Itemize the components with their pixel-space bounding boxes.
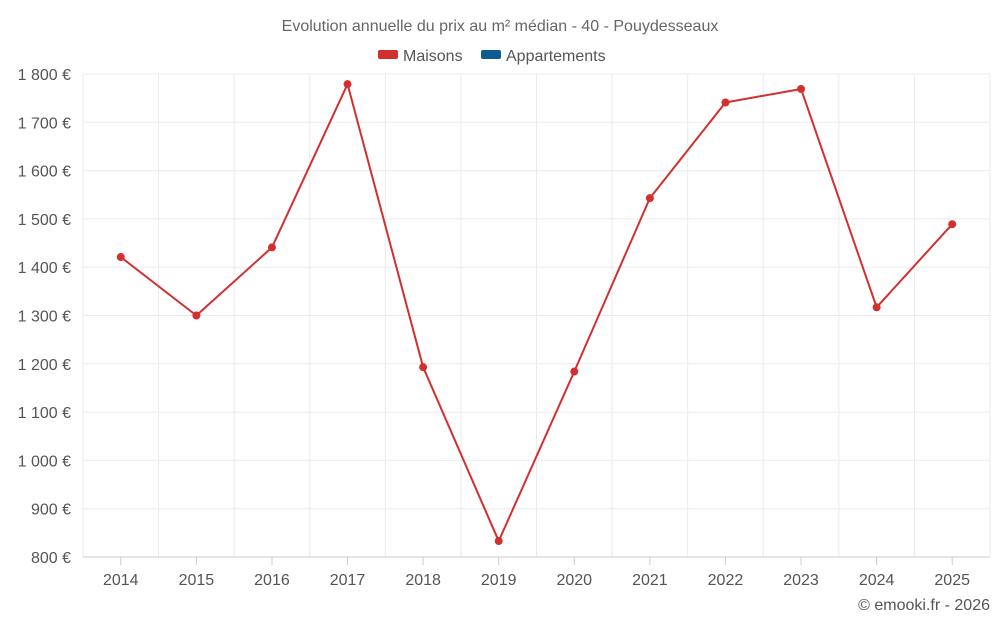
y-tick-label: 1 500 € <box>18 212 71 229</box>
data-point[interactable] <box>797 84 806 93</box>
y-tick-label: 1 300 € <box>18 309 71 326</box>
x-tick-label: 2014 <box>103 572 139 589</box>
y-tick-label: 1 100 € <box>18 405 71 422</box>
y-tick-label: 1 400 € <box>18 260 71 277</box>
series-maisons <box>116 80 957 546</box>
data-point[interactable] <box>570 367 579 376</box>
y-tick-label: 900 € <box>31 502 71 519</box>
x-tick-label: 2023 <box>783 572 819 589</box>
data-point[interactable] <box>721 98 730 107</box>
series-line <box>120 83 953 543</box>
y-tick-label: 1 800 € <box>18 67 71 84</box>
x-tick-label: 2016 <box>254 572 290 589</box>
legend-label-maisons: Maisons <box>403 48 463 65</box>
x-tick-label: 2017 <box>330 572 366 589</box>
y-tick-label: 1 000 € <box>18 453 71 470</box>
data-point[interactable] <box>494 537 503 546</box>
x-tick-label: 2020 <box>556 572 592 589</box>
legend-swatch-maisons <box>378 50 398 59</box>
legend-label-appartements: Appartements <box>506 48 606 65</box>
data-point[interactable] <box>116 253 125 262</box>
data-point[interactable] <box>948 220 957 229</box>
data-point[interactable] <box>419 363 428 372</box>
x-tick-label: 2015 <box>179 572 215 589</box>
legend-swatch-appartements <box>481 50 501 59</box>
chart-title: Evolution annuelle du prix au m² médian … <box>282 18 719 35</box>
y-tick-label: 1 700 € <box>18 115 71 132</box>
y-gridlines <box>83 73 990 510</box>
x-axis-ticks: 2014 2015 2016 2017 2018 2019 2020 2021 2022 2023… <box>103 557 970 589</box>
legend: Maisons Appartements <box>378 48 606 65</box>
x-tick-label: 2025 <box>934 572 970 589</box>
data-point[interactable] <box>343 80 352 89</box>
data-point[interactable] <box>192 311 201 320</box>
y-axis-ticks: 800 € 900 € 1 000 € 1 100 € 1 200 € 1 300 € 1 … <box>18 67 71 567</box>
x-tick-label: 2018 <box>405 572 441 589</box>
legend-item-maisons[interactable]: Maisons <box>378 48 463 65</box>
legend-item-appartements[interactable]: Appartements <box>481 48 606 65</box>
x-tick-label: 2021 <box>632 572 668 589</box>
data-point[interactable] <box>645 194 654 203</box>
credit-text: © emooki.fr - 2026 <box>858 597 990 614</box>
data-point[interactable] <box>267 243 276 252</box>
y-tick-label: 1 600 € <box>18 164 71 181</box>
y-tick-label: 1 200 € <box>18 357 71 374</box>
x-tick-label: 2019 <box>481 572 517 589</box>
x-tick-label: 2022 <box>708 572 744 589</box>
x-tick-label: 2024 <box>859 572 895 589</box>
data-point[interactable] <box>872 303 881 312</box>
y-tick-label: 800 € <box>31 550 71 567</box>
